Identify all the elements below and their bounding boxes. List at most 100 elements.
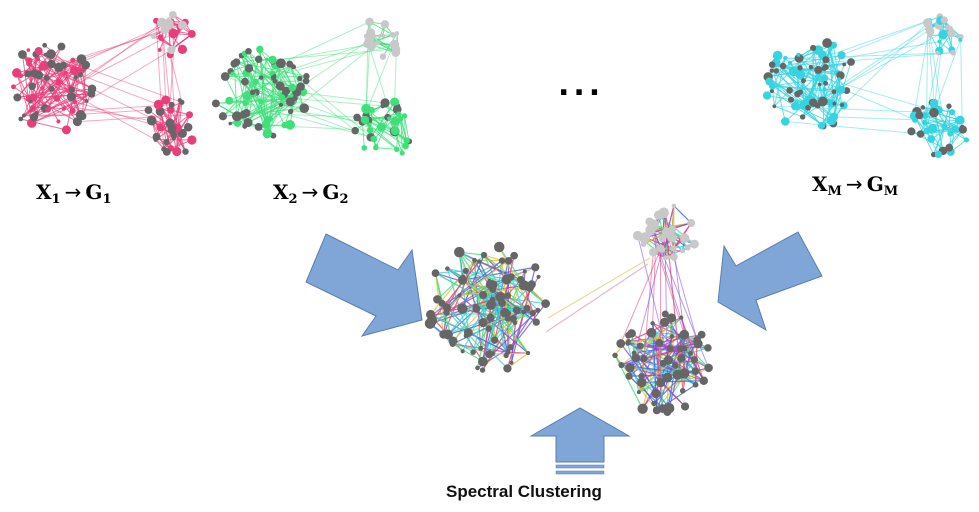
graph-node [935, 50, 940, 56]
graph-edge [620, 234, 668, 344]
graph-node [379, 53, 387, 60]
graph-node [837, 77, 841, 81]
graph-edge [775, 62, 835, 119]
graph-edge [260, 65, 293, 79]
graph-edge [621, 317, 682, 366]
graph-node [535, 307, 541, 313]
graph-node [377, 34, 382, 38]
graph-node [249, 89, 256, 96]
graph-edge [620, 334, 686, 345]
graph-node [12, 68, 22, 78]
graph-node [957, 33, 964, 40]
graph-node [779, 62, 787, 70]
graph-node [817, 121, 826, 130]
graph-edge [924, 122, 955, 130]
graph-edge [446, 255, 515, 309]
graph-node [243, 118, 253, 128]
graph-edge [367, 120, 406, 147]
graph-node [948, 26, 953, 31]
graph-node [626, 339, 631, 344]
graph-node [28, 82, 36, 91]
graph-node [687, 350, 693, 356]
graph-node [842, 62, 847, 67]
graph-edge [429, 261, 480, 324]
graph-node [87, 89, 96, 98]
graph-edge [452, 343, 484, 363]
graph-gm-network [762, 13, 970, 159]
graph-edge [16, 72, 33, 124]
graph-node [822, 38, 832, 48]
graph-edge [641, 380, 704, 383]
graph-node [658, 234, 667, 243]
graph-edge [666, 334, 685, 378]
graph-node [288, 83, 297, 92]
graph-node [449, 340, 456, 347]
graph-node [632, 230, 643, 241]
graph-edge [510, 276, 525, 313]
graph-edge [72, 49, 172, 111]
spectral-clustering-label: Spectral Clustering [446, 482, 602, 501]
graph-node [63, 70, 69, 76]
graph-node [941, 123, 948, 130]
graph-node [911, 116, 919, 123]
graph-g1-network [11, 10, 197, 157]
graph-node [656, 378, 666, 388]
graph-node [168, 123, 177, 133]
graph-edge [652, 226, 657, 324]
graph-edge [810, 16, 940, 68]
graph-node [299, 103, 310, 114]
graph-node [292, 95, 298, 101]
graph-node [526, 351, 531, 356]
graph-node [490, 336, 499, 344]
graph-node [242, 90, 253, 101]
graph-node [821, 66, 827, 71]
graph-node [59, 61, 67, 69]
graph-edge [230, 70, 282, 106]
graph-node [460, 274, 466, 280]
graph-node [531, 263, 540, 272]
graph-node [927, 123, 938, 134]
graph-node [837, 51, 846, 60]
graph-node [476, 259, 482, 264]
graph-node [361, 145, 368, 151]
graph-node [367, 122, 372, 127]
graph-node [646, 327, 657, 338]
graph-edge [274, 44, 395, 77]
graph-node [670, 245, 677, 252]
graph-node [44, 106, 51, 113]
graph-node [230, 71, 235, 76]
graph-node [157, 48, 162, 52]
graph-node [442, 303, 452, 312]
graph-node [529, 310, 536, 317]
graph-node [245, 47, 252, 55]
graph-edge [280, 21, 370, 64]
graph-node [631, 350, 637, 356]
graph-node [649, 219, 660, 230]
graph-edge [545, 263, 649, 333]
graph-node [70, 107, 75, 112]
graph-edge [960, 36, 963, 128]
graph-node [169, 10, 177, 19]
graph-node [457, 293, 462, 298]
graph-node [399, 150, 405, 156]
graph-node [704, 344, 712, 352]
graph-node [366, 126, 374, 134]
right-merge-arrow [717, 231, 823, 332]
graph-node [660, 248, 666, 253]
graph-node [808, 64, 814, 70]
graph-node [72, 117, 82, 127]
graph-edge [404, 115, 410, 142]
graph-node [505, 349, 511, 355]
graph-node [171, 45, 176, 50]
graph-edge [361, 121, 365, 148]
graph-node [390, 97, 400, 107]
graph-node [679, 368, 690, 379]
graph-node [390, 31, 396, 38]
graph-node [218, 112, 227, 121]
graph-node [278, 93, 286, 101]
graph-node [637, 377, 647, 388]
graph-node [254, 123, 263, 131]
graph-node [228, 121, 233, 126]
graph-node [670, 253, 678, 261]
graph-node [814, 66, 823, 74]
